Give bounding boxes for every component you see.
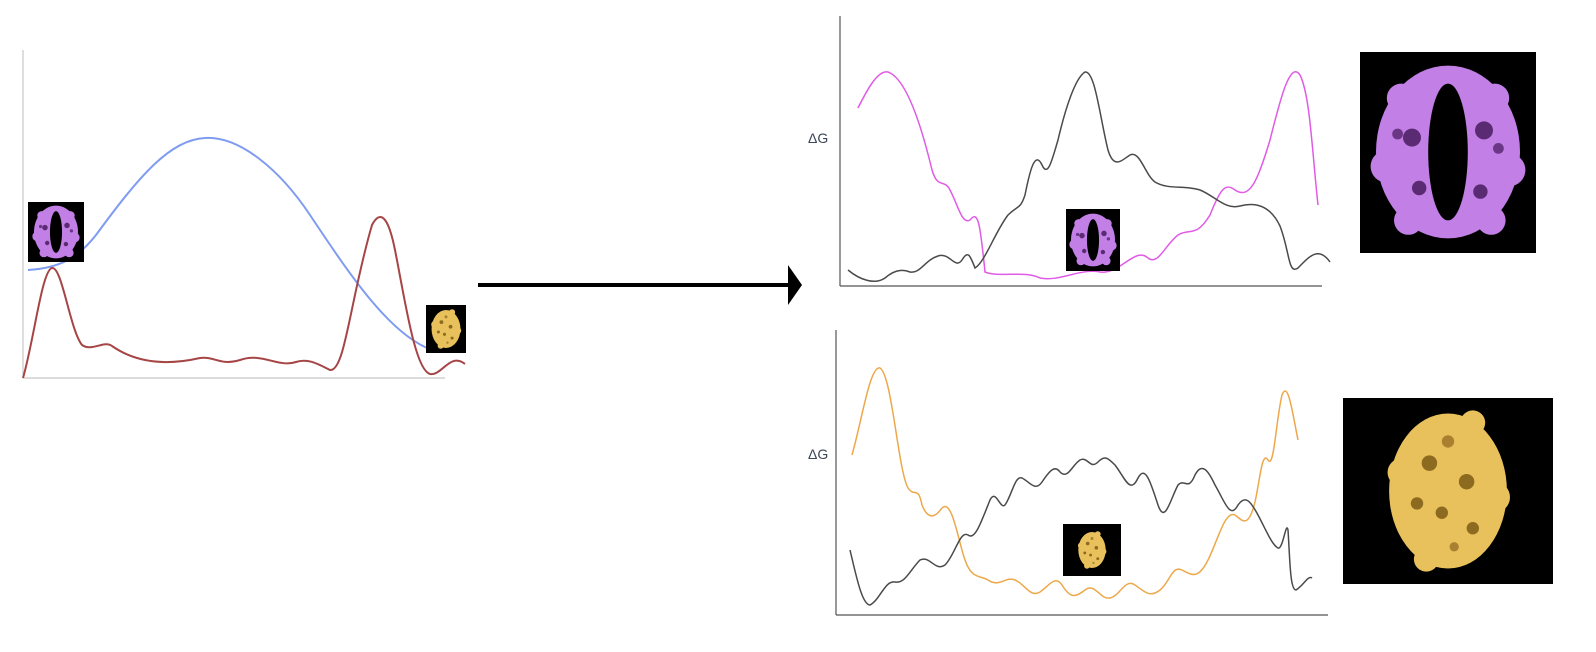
left-purple-thumbnail	[28, 202, 84, 262]
bottom-y-axis-label: ΔG	[808, 446, 828, 462]
bottom-black-curve	[849, 457, 1313, 606]
left-gold-thumbnail	[426, 305, 466, 353]
left-blue-curve	[27, 136, 433, 351]
top-energy-plot: ΔG	[808, 16, 1331, 287]
top-purple-thumbnail	[1066, 209, 1120, 271]
left-red-curve	[22, 216, 466, 379]
large-purple-structure	[1360, 52, 1536, 253]
bottom-energy-plot: ΔG	[808, 330, 1328, 616]
top-black-curve	[847, 71, 1331, 282]
bottom-gold-thumbnail	[1063, 524, 1121, 576]
top-y-axis-label: ΔG	[808, 130, 828, 146]
large-gold-structure	[1343, 398, 1553, 584]
right-arrow-icon	[478, 265, 802, 305]
left-energy-plot	[22, 50, 466, 379]
